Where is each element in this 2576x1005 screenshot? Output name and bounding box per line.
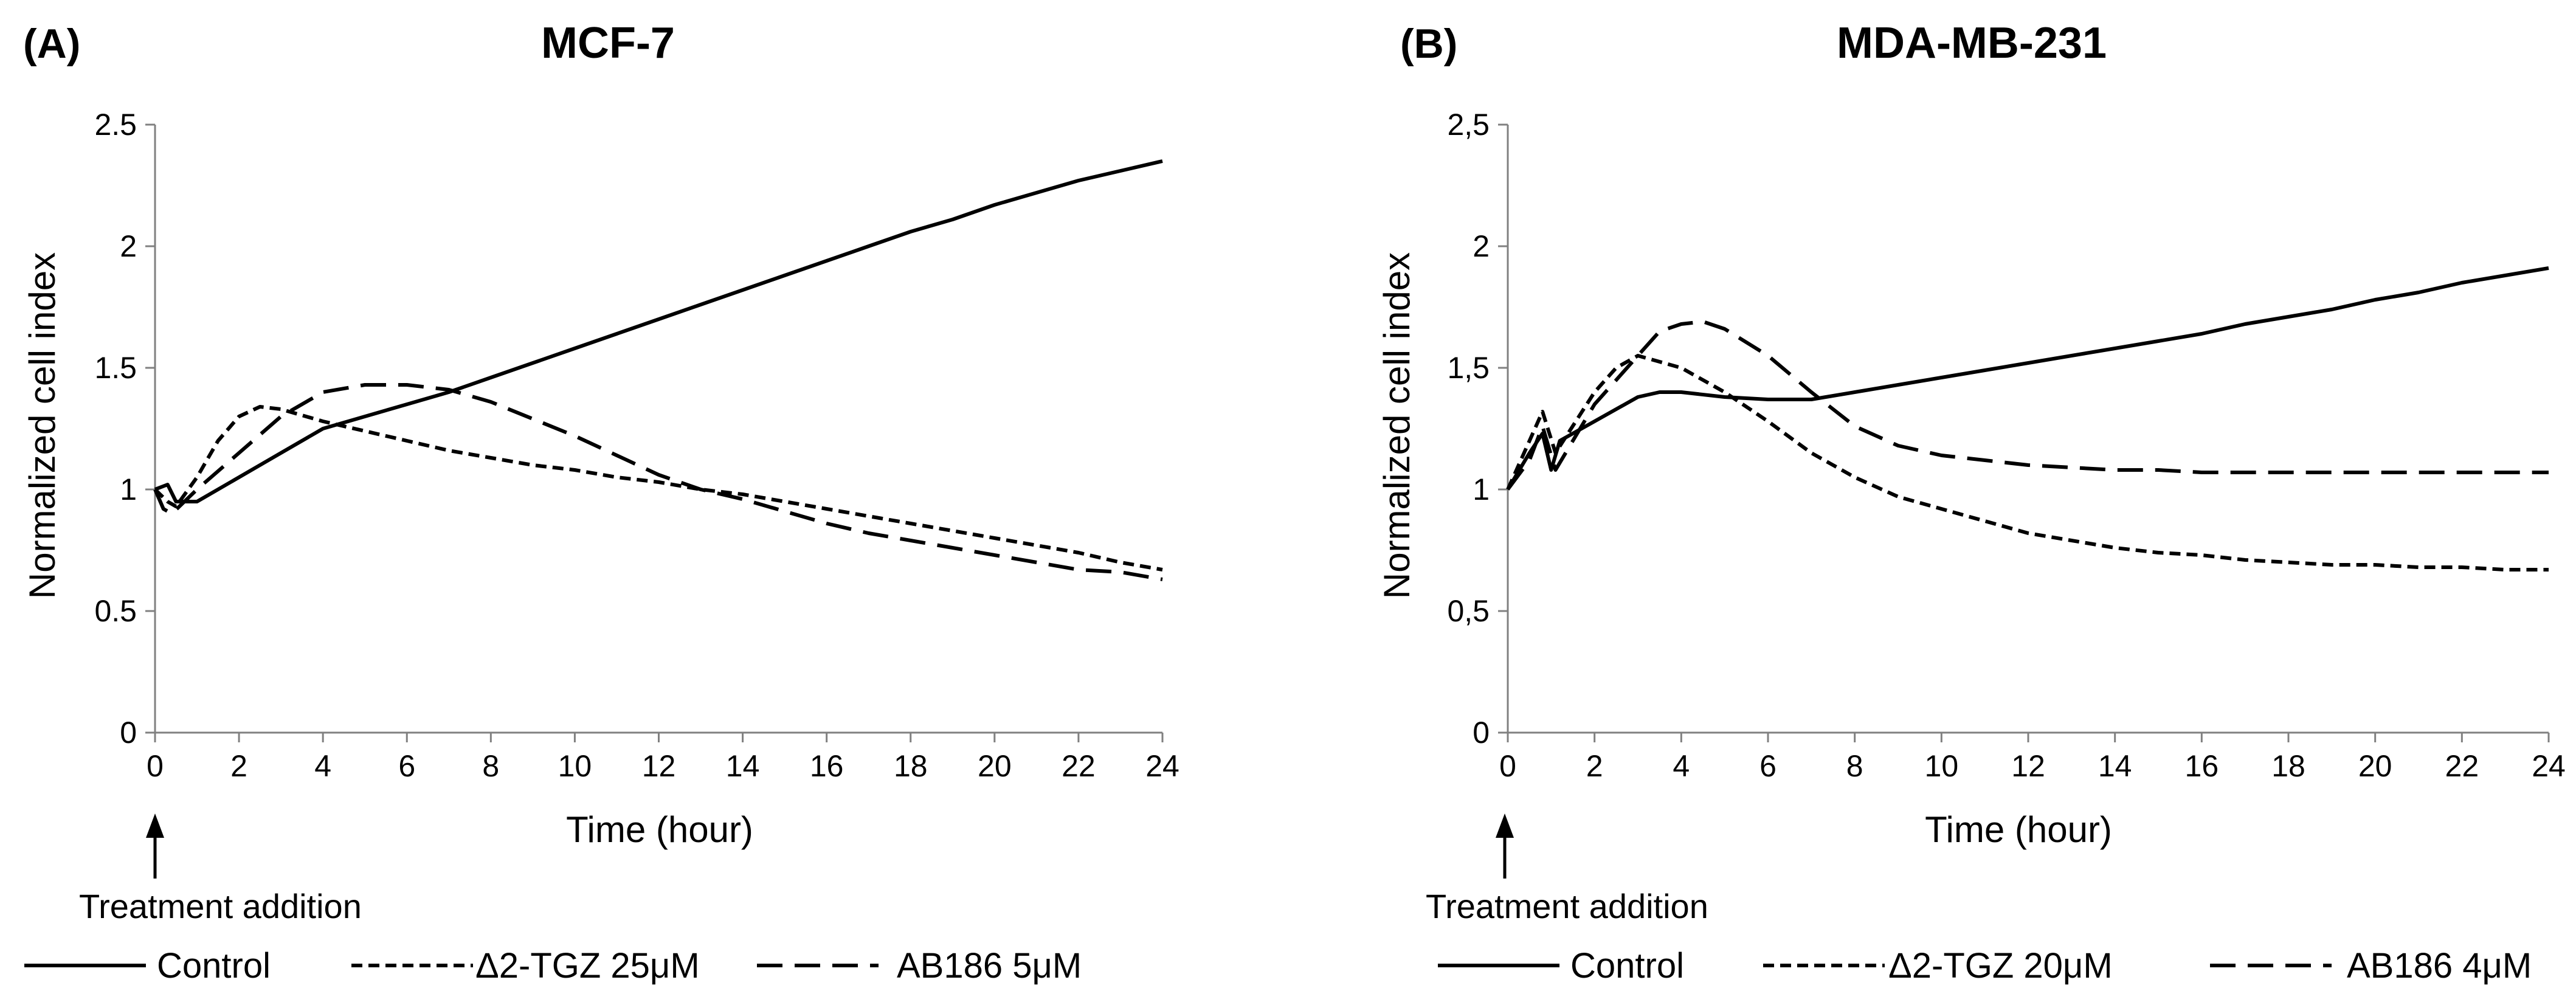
x-tick-label: 2 [1586, 749, 1603, 783]
x-tick-label: 24 [2532, 749, 2566, 783]
legend-label-control-b: Control [1570, 946, 1684, 986]
x-tick-label: 8 [482, 749, 499, 783]
series-line-2-tgz-25-m-a [153, 405, 1163, 572]
x-tick-label: 6 [1759, 749, 1777, 783]
legend-label-ab186-a: AB186 5μM [897, 946, 1082, 986]
y-tick-label: 2 [1473, 229, 1490, 263]
y-tick-label: 2.5 [94, 108, 137, 142]
y-tick-label: 0 [1473, 716, 1490, 750]
x-tick-label: 18 [2271, 749, 2305, 783]
panel-letter-b: (B) [1400, 21, 1457, 67]
panel-letter-a: (A) [23, 21, 80, 67]
y-tick-label: 0.5 [94, 594, 137, 628]
series-line-2-tgz-20-m-b [1506, 354, 2549, 572]
x-tick-label: 4 [1673, 749, 1690, 783]
arrow-head-a [146, 813, 164, 838]
treatment-annotation-a: Treatment addition [79, 887, 362, 925]
chart-title-a: MCF-7 [541, 19, 675, 67]
series-line-ab186-4-m-b [1506, 320, 2549, 491]
y-tick-label: 0 [120, 716, 137, 750]
x-tick-label: 22 [2445, 749, 2479, 783]
treatment-annotation-b: Treatment addition [1426, 887, 1708, 925]
chart-title-b: MDA-MB-231 [1837, 19, 2107, 67]
series-line-control-b [1506, 266, 2549, 491]
y-tick-label: 2 [120, 229, 137, 263]
legend-label-control-a: Control [157, 946, 271, 986]
arrow-head-b [1496, 813, 1514, 838]
x-tick-label: 10 [558, 749, 592, 783]
treatment-arrow-b [1496, 813, 1514, 879]
x-tick-label: 20 [2358, 749, 2392, 783]
y-axis-label-b: Normalized cell index [1376, 252, 1417, 599]
x-tick-label: 4 [314, 749, 331, 783]
x-axis-label-a: Time (hour) [566, 809, 753, 850]
series-line-ab186-5-m-a [153, 383, 1163, 581]
panel-mcf7: (A) MCF-7 Normalized cell index Time (ho… [22, 19, 1179, 986]
x-tick-label: 18 [894, 749, 928, 783]
y-tick-label: 1.5 [94, 351, 137, 385]
legend-label-tgz-a: Δ2-TGZ 25μM [475, 946, 700, 986]
y-axis-label-a: Normalized cell index [22, 252, 63, 599]
x-tick-label: 14 [726, 749, 760, 783]
legend-b: Control Δ2-TGZ 20μM AB186 4μM [1438, 946, 2532, 986]
x-tick-label: 16 [2185, 749, 2219, 783]
x-tick-label: 24 [1145, 749, 1179, 783]
x-tick-label: 12 [642, 749, 676, 783]
x-tick-label: 6 [398, 749, 415, 783]
series-line-control-a [154, 159, 1163, 503]
y-tick-label: 1 [1473, 472, 1490, 506]
x-tick-label: 8 [1846, 749, 1863, 783]
x-tick-label: 0 [147, 749, 164, 783]
legend-label-tgz-b: Δ2-TGZ 20μM [1888, 946, 2113, 986]
x-axis-label-b: Time (hour) [1925, 809, 2112, 850]
y-tick-label: 0,5 [1447, 594, 1490, 628]
x-tick-label: 16 [810, 749, 844, 783]
legend-a: Control Δ2-TGZ 25μM AB186 5μM [24, 946, 1082, 986]
y-tick-label: 1 [120, 472, 137, 506]
x-tick-label: 0 [1499, 749, 1516, 783]
x-tick-label: 20 [978, 749, 1012, 783]
x-tick-label: 22 [1062, 749, 1096, 783]
x-tick-label: 2 [230, 749, 247, 783]
x-tick-label: 14 [2098, 749, 2132, 783]
y-tick-label: 1,5 [1447, 351, 1490, 385]
y-tick-label: 2,5 [1447, 108, 1490, 142]
treatment-arrow-a [146, 813, 164, 879]
legend-label-ab186-b: AB186 4μM [2347, 946, 2532, 986]
panel-mdamb231: (B) MDA-MB-231 Normalized cell index Tim… [1376, 19, 2566, 986]
x-tick-label: 12 [2011, 749, 2045, 783]
x-tick-label: 10 [1925, 749, 1959, 783]
